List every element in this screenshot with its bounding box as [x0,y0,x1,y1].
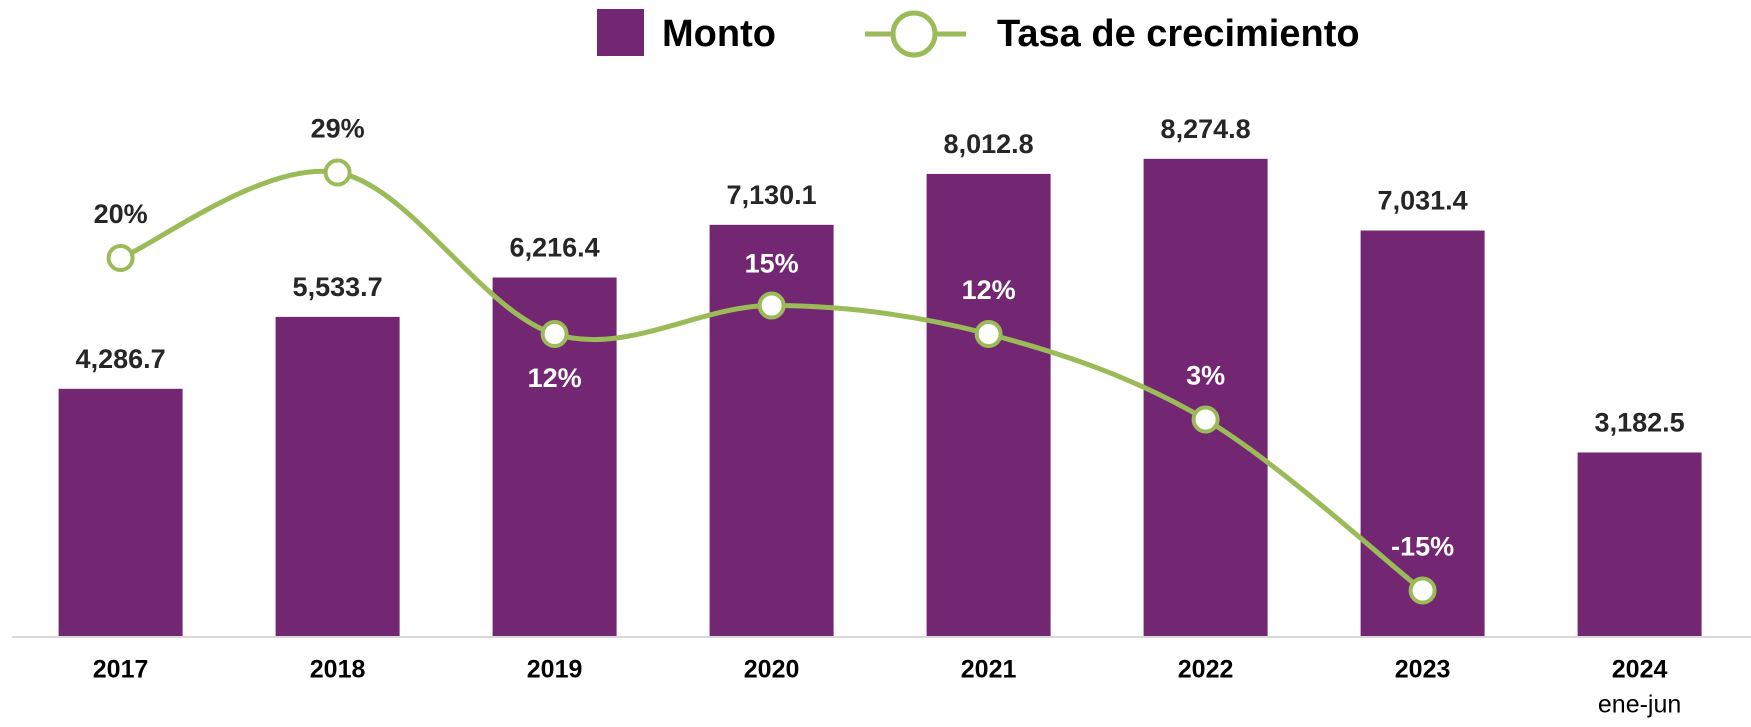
legend-label: Monto [662,13,776,55]
bar-value-label: 5,533.7 [293,272,383,302]
line-point [540,320,569,348]
x-tick-label: 2023 [1395,656,1451,684]
bar [1360,230,1485,637]
x-tick-label: 2018 [310,656,366,684]
line-point [974,320,1003,348]
x-tick-label: 2019 [527,656,583,684]
legend-marker [890,10,938,58]
legend-swatch [597,9,644,56]
line-point [757,291,786,320]
x-tick-label: 2021 [961,656,1017,684]
bar-value-label: 8,274.8 [1161,114,1251,144]
x-tick-label: 2022 [1178,656,1234,684]
line-value-label: 12% [528,363,582,393]
x-tick-note: ene-jun [1598,691,1681,719]
bar [58,388,183,636]
line-value-label: 29% [311,114,365,144]
line-value-label: 12% [962,275,1016,305]
bar-value-label: 4,286.7 [76,344,166,374]
line-value-label: -15% [1391,532,1454,562]
line-value-label: 20% [94,199,148,229]
line-value-label: 15% [745,249,799,279]
x-tick-label: 2020 [744,656,800,684]
bar-value-label: 6,216.4 [510,233,600,263]
bar [709,224,834,636]
bar [275,316,400,636]
bar [926,173,1051,636]
line-point [323,158,352,187]
bar-value-label: 7,031.4 [1378,186,1468,216]
bar [1577,452,1702,636]
line-point [1191,405,1220,434]
line-value-label: 3% [1186,361,1225,391]
x-tick-label: 2024 [1612,656,1668,684]
bar-value-label: 3,182.5 [1595,408,1685,438]
bar-value-label: 7,130.1 [727,180,817,210]
line-point [1408,576,1437,605]
line-point [106,244,135,272]
legend-label: Tasa de crecimiento [997,13,1360,55]
x-tick-label: 2017 [93,656,149,684]
bar-value-label: 8,012.8 [944,129,1034,159]
